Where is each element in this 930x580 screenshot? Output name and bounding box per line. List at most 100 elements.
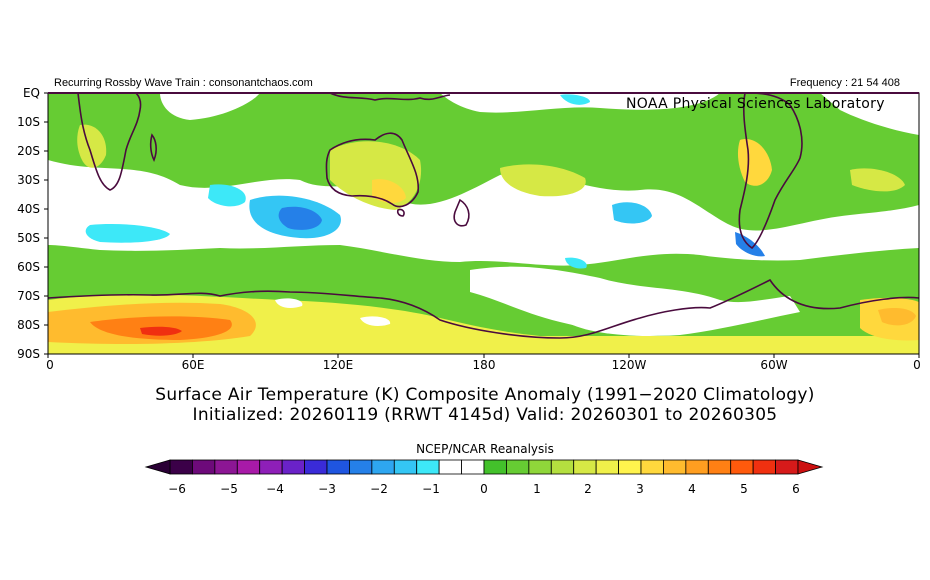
colorbar-swatch	[169, 459, 193, 475]
figure-title-line-1: Surface Air Temperature (K) Composite An…	[155, 385, 815, 405]
colorbar-tick-label: 3	[636, 482, 644, 496]
neutral-patch-tropics	[160, 93, 260, 120]
neutral-band-pacific	[470, 266, 800, 336]
cold-anomaly-pacific-small	[565, 257, 587, 269]
colorbar-left-arrow	[144, 459, 171, 475]
figure-title-line-2: Initialized: 20260119 (RRWT 4145d) Valid…	[192, 405, 778, 425]
colorbar-swatch	[730, 459, 754, 475]
colorbar-swatch	[775, 459, 799, 475]
coastline-australia	[325, 132, 420, 208]
colorbar-tick-label: −4	[266, 482, 284, 496]
y-tick-label: EQ	[22, 86, 40, 100]
colorbar-swatch	[304, 459, 328, 475]
colorbar-swatch	[685, 459, 709, 475]
coastline-indonesia	[329, 93, 451, 101]
colorbar-swatch	[752, 459, 776, 475]
colorbar-swatch	[461, 459, 485, 475]
colorbar-tick-label: −5	[220, 482, 238, 496]
colorbar-swatch	[416, 459, 440, 475]
y-tick-label: 60S	[17, 260, 40, 274]
coastline-africa	[77, 93, 142, 191]
colorbar-title: NCEP/NCAR Reanalysis	[416, 442, 554, 456]
warm-anomaly-east-antarctic-core	[878, 308, 916, 326]
coastline-antarctica	[48, 278, 919, 339]
colorbar-tick-label: 2	[584, 482, 592, 496]
coastline-madagascar	[149, 133, 157, 162]
colorbar-swatch	[192, 459, 216, 475]
x-tick-label: 120E	[322, 358, 354, 372]
colorbar-swatch	[528, 459, 552, 475]
warm-anomaly-south-america	[737, 139, 772, 186]
y-ticks	[44, 92, 48, 355]
warm-anomaly-antarctic-band	[48, 294, 919, 354]
x-tick-label: 60W	[760, 358, 788, 372]
warm-anomaly-antarctic-peak	[140, 326, 182, 336]
colorbar-swatch	[236, 459, 261, 475]
warm-anomaly-south-pacific	[500, 164, 586, 197]
anomaly-field	[48, 93, 919, 354]
colorbar-swatch	[326, 459, 350, 475]
colorbar-swatch	[438, 459, 462, 475]
colorbar-swatch	[506, 459, 530, 475]
colorbar-tick-label: −2	[370, 482, 388, 496]
colorbar-right-arrow	[797, 459, 824, 475]
warm-anomaly-australia-core	[372, 179, 406, 204]
neutral-patch-east-pacific	[820, 93, 919, 135]
x-tick-label: 0	[913, 358, 921, 372]
cold-anomaly-southeast-pacific	[612, 202, 652, 224]
y-tick-label: 40S	[17, 202, 40, 216]
y-tick-label: 10S	[17, 115, 40, 129]
neutral-ross-sea	[560, 307, 703, 336]
y-tick-label: 20S	[17, 144, 40, 158]
colorbar-tick-label: −1	[422, 482, 440, 496]
colorbar-tick-label: 1	[533, 482, 541, 496]
y-tick-label: 70S	[17, 289, 40, 303]
warm-anomaly-east-pacific	[850, 168, 905, 192]
colorbar-swatch	[259, 459, 283, 475]
x-tick-label: 180	[472, 358, 496, 372]
coastline-tasmania	[396, 208, 405, 217]
neutral-antarctic-patch	[275, 298, 303, 308]
cold-anomaly-south-indian-core	[278, 206, 322, 230]
colorbar-swatch	[393, 459, 418, 475]
neutral-antarctic-patch-2	[360, 316, 391, 326]
colorbar	[144, 459, 824, 475]
colorbar-tick-label: 0	[480, 482, 488, 496]
x-tick-label: 60E	[181, 358, 205, 372]
colorbar-tick-label: 4	[688, 482, 696, 496]
cold-anomaly-southwest-indian	[85, 224, 170, 243]
y-tick-label: 90S	[17, 347, 40, 361]
colorbar-swatch	[663, 459, 687, 475]
colorbar-tick-label: 6	[792, 482, 800, 496]
coastline-new-zealand	[453, 198, 470, 227]
colorbar-swatch	[214, 459, 238, 475]
lab-label: NOAA Physical Sciences Laboratory	[626, 96, 885, 112]
colorbar-tick-label: −6	[168, 482, 186, 496]
colorbar-tick-label: 5	[740, 482, 748, 496]
cold-anomaly-subtropical-atlantic	[208, 184, 246, 207]
colorbar-swatch	[349, 459, 373, 475]
y-tick-label: 30S	[17, 173, 40, 187]
colorbar-swatch	[281, 459, 305, 475]
x-tick-label: 120W	[611, 358, 647, 372]
frequency-caption: Frequency : 21 54 408	[789, 77, 900, 89]
y-tick-label: 50S	[17, 231, 40, 245]
x-tick-label: 0	[46, 358, 54, 372]
cold-anomaly-tropical-pacific	[560, 94, 590, 105]
neutral-band-north	[48, 160, 919, 266]
source-caption: Recurring Rossby Wave Train : consonantc…	[54, 77, 313, 89]
colorbar-swatch	[371, 459, 395, 475]
colorbar-swatch	[640, 459, 664, 475]
colorbar-swatch	[618, 459, 642, 475]
colorbar-swatch	[707, 459, 732, 475]
y-tick-label: 80S	[17, 318, 40, 332]
x-ticks	[47, 354, 920, 358]
colorbar-swatch	[483, 459, 507, 475]
coastline-south-america	[738, 93, 803, 250]
colorbar-tick-label: −3	[318, 482, 336, 496]
colorbar-swatch	[550, 459, 575, 475]
colorbar-swatch	[595, 459, 619, 475]
coastlines	[48, 93, 919, 339]
colorbar-swatch	[573, 459, 597, 475]
